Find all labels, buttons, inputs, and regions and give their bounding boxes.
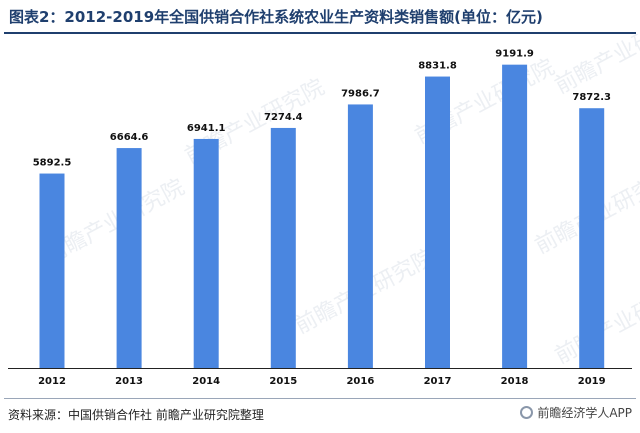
x-tick-label-2013: 2013 bbox=[115, 376, 143, 387]
bar-2013 bbox=[116, 148, 142, 368]
x-tick-label-2014: 2014 bbox=[192, 376, 220, 387]
x-tick-label-2018: 2018 bbox=[501, 376, 529, 387]
data-label-2015: 7274.4 bbox=[264, 112, 303, 123]
bar-chart: 前瞻产业研究院前瞻产业研究院前瞻产业研究院前瞻产业研究院前瞻产业研究院前瞻产业研… bbox=[8, 34, 640, 387]
bar-2017 bbox=[425, 76, 450, 368]
data-label-2016: 7986.7 bbox=[341, 88, 380, 99]
data-label-2012: 5892.5 bbox=[33, 158, 72, 169]
data-label-2013: 6664.6 bbox=[110, 132, 149, 143]
brand-text: 前瞻经济学人APP bbox=[537, 406, 632, 420]
x-tick-label-group: 2012 2013 2014 2015 2016 2017 2018 2019 bbox=[38, 376, 606, 387]
x-tick-label-2019: 2019 bbox=[578, 376, 606, 387]
source-note: 资料来源：中国供销合作社 前瞻产业研究院整理 bbox=[8, 408, 264, 422]
title-divider bbox=[4, 32, 636, 34]
bar-group bbox=[39, 64, 605, 369]
x-tick-label-2017: 2017 bbox=[424, 376, 452, 387]
bar-2016 bbox=[347, 104, 373, 368]
x-tick-label-2016: 2016 bbox=[346, 376, 374, 387]
x-tick-label-2012: 2012 bbox=[38, 376, 66, 387]
bar-2012 bbox=[39, 173, 65, 368]
data-label-2019: 7872.3 bbox=[572, 92, 611, 103]
brand-logo-icon bbox=[520, 406, 534, 419]
chart-title: 图表2：2012-2019年全国供销合作社系统农业生产资料类销售额(单位：亿元) bbox=[9, 8, 543, 26]
bar-2018 bbox=[502, 64, 528, 368]
value-label-group: 5892.5 6664.6 6941.1 7274.4 7986.7 8831.8 9191… bbox=[33, 49, 611, 169]
watermark-text: 前瞻产业研究院 bbox=[551, 34, 640, 99]
x-tick-label-2015: 2015 bbox=[269, 376, 297, 387]
bar-2014 bbox=[193, 138, 219, 368]
brand-mark: 前瞻经济学人APP bbox=[520, 404, 632, 421]
data-label-2017: 8831.8 bbox=[418, 61, 457, 72]
data-label-2014: 6941.1 bbox=[187, 123, 226, 134]
footer-divider bbox=[4, 398, 636, 399]
bar-2015 bbox=[270, 127, 296, 369]
bar-2019 bbox=[579, 108, 605, 368]
data-label-2018: 9191.9 bbox=[495, 49, 534, 60]
